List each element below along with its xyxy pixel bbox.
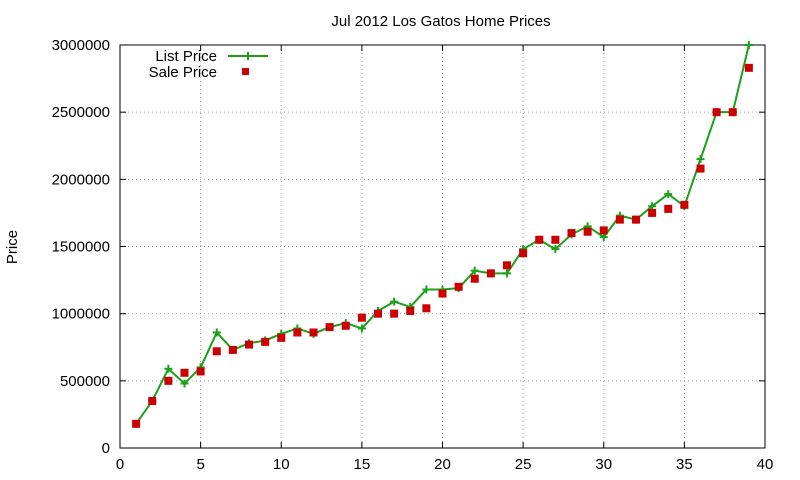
y-tick-label: 1000000 (52, 306, 110, 323)
sale-price-point (180, 368, 189, 377)
sale-price-point (486, 269, 495, 278)
sale-price-point (599, 226, 608, 235)
sale-price-point (212, 347, 221, 356)
series-layer (132, 41, 753, 428)
sale-price-point (325, 323, 334, 332)
y-tick-label: 3000000 (52, 37, 110, 54)
list-price-point (696, 155, 705, 164)
chart-title: Jul 2012 Los Gatos Home Prices (331, 13, 550, 30)
sale-price-point (454, 282, 463, 291)
sale-price-point (132, 419, 141, 428)
y-tick-label: 500000 (60, 373, 110, 390)
sale-price-point (744, 63, 753, 72)
x-tick-label: 0 (116, 456, 124, 473)
sale-price-point (406, 306, 415, 315)
x-tick-label: 15 (354, 456, 371, 473)
sale-price-point (164, 376, 173, 385)
y-tick-label: 2500000 (52, 104, 110, 121)
sale-price-point (309, 328, 318, 337)
sale-price-point (696, 164, 705, 173)
legend: List Price Sale Price (149, 48, 268, 81)
sale-price-point (583, 227, 592, 236)
list-price-point (164, 364, 173, 373)
sale-price-point (712, 108, 721, 117)
list-price-point (390, 297, 399, 306)
legend-marker-sale-price (242, 68, 249, 75)
sale-price-point (648, 208, 657, 217)
x-tick-label: 20 (434, 456, 451, 473)
legend-label-sale-price: Sale Price (149, 64, 217, 81)
sale-price-point (245, 340, 253, 349)
x-tick-label: 35 (676, 456, 693, 473)
y-tick-label: 1500000 (52, 239, 110, 256)
list-price-point (503, 269, 511, 278)
sale-price-point (196, 367, 205, 376)
axis-ticks (119, 44, 766, 449)
list-price-point (470, 266, 479, 275)
list-price-point (422, 285, 431, 294)
sale-price-point (357, 313, 366, 322)
sale-price-point (228, 345, 237, 354)
sale-price-point (422, 304, 431, 313)
x-tick-label: 25 (515, 456, 532, 473)
legend-label-list-price: List Price (155, 48, 217, 65)
sale-price-point (341, 321, 350, 330)
sale-price-point (390, 309, 399, 318)
y-axis-label: Price (4, 230, 21, 264)
sale-price-point (293, 328, 302, 337)
sale-price-point (551, 235, 560, 244)
x-tick-label: 10 (273, 456, 290, 473)
grid-lines (120, 45, 765, 448)
sale-price-point (632, 215, 640, 224)
list-price-point (551, 245, 560, 254)
sale-price-point (535, 235, 544, 244)
sale-price-point (519, 249, 528, 258)
list-price-point (664, 190, 673, 199)
sale-price-point (615, 215, 624, 224)
sale-price-point (470, 274, 479, 283)
legend-marker-list-price (244, 52, 252, 60)
sale-price-point (261, 337, 270, 346)
sale-price-point (567, 229, 576, 238)
list-price-point (648, 202, 657, 211)
sale-price-point (503, 261, 511, 270)
x-tick-labels: 0 5 10 15 20 25 30 35 40 (116, 456, 774, 473)
list-price-point (744, 41, 753, 49)
x-tick-label: 30 (595, 456, 612, 473)
list-price-point (212, 328, 221, 337)
x-tick-label: 5 (196, 456, 204, 473)
y-tick-label: 2000000 (52, 171, 110, 188)
x-tick-label: 40 (757, 456, 774, 473)
list-price-point (357, 324, 366, 333)
sale-price-point (728, 108, 737, 117)
sale-price-point (277, 333, 286, 342)
sale-price-point (680, 200, 689, 209)
list-price-point (180, 379, 189, 388)
y-tick-label: 0 (102, 440, 110, 457)
sale-price-point (438, 289, 447, 298)
sale-price-point (664, 204, 673, 213)
sale-price-point (374, 309, 382, 318)
list-price-point (599, 233, 608, 242)
y-tick-labels: 0 500000 1000000 1500000 2000000 2500000 30000… (52, 37, 110, 457)
sale-price-point (148, 396, 157, 405)
